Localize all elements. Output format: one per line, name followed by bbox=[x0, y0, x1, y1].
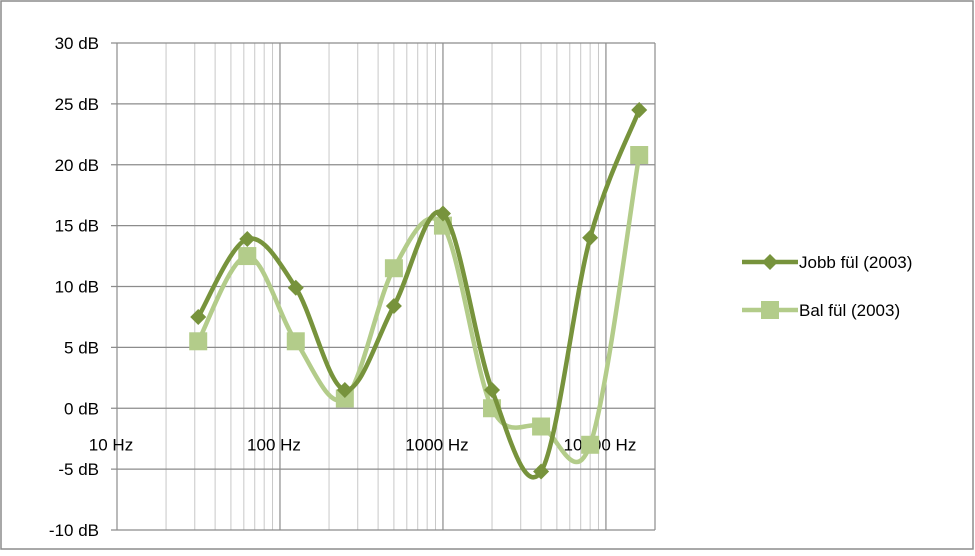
data-point bbox=[335, 389, 354, 408]
data-point bbox=[336, 381, 353, 398]
y-tick-label: -5 dB bbox=[58, 460, 99, 479]
data-point bbox=[286, 332, 305, 351]
data-point bbox=[533, 463, 550, 480]
legend-swatch-marker bbox=[762, 254, 778, 270]
data-point bbox=[434, 205, 451, 222]
x-tick-label: 1000 Hz bbox=[405, 435, 468, 454]
data-point bbox=[581, 435, 600, 454]
series-layer bbox=[189, 101, 649, 480]
data-point bbox=[385, 297, 402, 314]
y-axis-ticks: 30 dB 25 dB 20 dB 15 dB 10 dB 5 dB 0 dB -5 dB -1… bbox=[49, 34, 99, 540]
data-point bbox=[287, 279, 304, 296]
x-tick-label: 10 Hz bbox=[89, 435, 133, 454]
y-tick-label: 15 dB bbox=[55, 217, 99, 236]
data-point bbox=[630, 146, 649, 165]
data-point bbox=[532, 417, 551, 436]
data-point bbox=[190, 308, 207, 325]
data-point bbox=[484, 381, 501, 398]
legend-entry: Jobb fül (2003) bbox=[742, 253, 912, 272]
y-tick-label: 5 dB bbox=[64, 338, 99, 357]
series-1 bbox=[190, 101, 648, 480]
legend-label: Bal fül (2003) bbox=[799, 301, 900, 320]
y-tick-label: 30 dB bbox=[55, 34, 99, 53]
x-tick-label: 10000 Hz bbox=[564, 435, 637, 454]
data-point bbox=[239, 231, 256, 248]
data-point bbox=[631, 101, 648, 118]
y-tick-label: 10 dB bbox=[55, 278, 99, 297]
y-tick-label: 25 dB bbox=[55, 95, 99, 114]
legend-label: Jobb fül (2003) bbox=[799, 253, 912, 272]
y-tick-label: 0 dB bbox=[64, 399, 99, 418]
data-point bbox=[189, 332, 208, 351]
x-tick-label: 100 Hz bbox=[247, 435, 301, 454]
legend: Jobb fül (2003) Bal fül (2003) bbox=[742, 253, 912, 320]
legend-entry: Bal fül (2003) bbox=[742, 301, 900, 320]
legend-swatch-marker bbox=[761, 301, 779, 319]
data-point bbox=[582, 229, 599, 246]
data-point bbox=[384, 259, 403, 278]
y-tick-label: -10 dB bbox=[49, 521, 99, 540]
y-tick-label: 20 dB bbox=[55, 156, 99, 175]
data-point bbox=[238, 247, 257, 266]
